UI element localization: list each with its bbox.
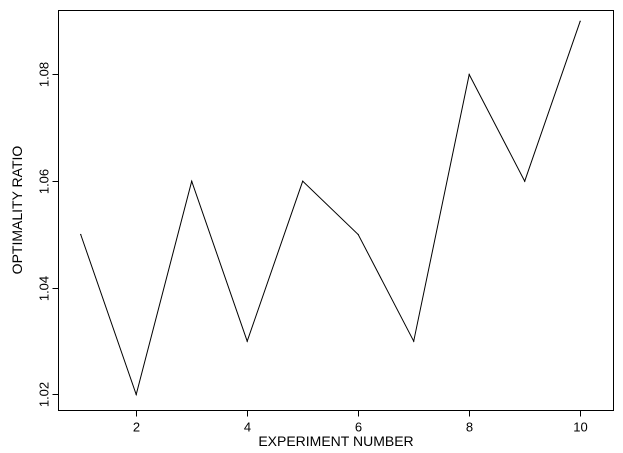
x-tick-label: 10	[573, 420, 587, 435]
x-tick-label: 2	[133, 420, 140, 435]
x-tick-label: 8	[466, 420, 473, 435]
y-tick-label: 1.02	[37, 382, 52, 407]
data-point	[135, 393, 137, 396]
series-line-1	[80, 21, 581, 397]
data-point	[357, 233, 359, 236]
data-point	[246, 340, 248, 342]
data-point	[524, 180, 526, 182]
data-point	[468, 73, 470, 76]
y-tick-label: 1.06	[37, 169, 52, 194]
y-axis: 1.02 1.04 1.06 1.08	[37, 62, 59, 407]
plot-frame	[58, 10, 614, 411]
x-axis-label: EXPERIMENT NUMBER	[258, 433, 413, 449]
y-tick-label: 1.04	[37, 276, 52, 301]
data-point	[413, 340, 415, 342]
series-layer	[80, 20, 581, 397]
data-point	[579, 20, 581, 22]
y-axis-label: OPTIMALITY RATIO	[9, 146, 25, 275]
y-tick-label: 1.08	[37, 62, 52, 87]
data-point	[80, 233, 82, 236]
x-tick-label: 4	[244, 420, 251, 435]
data-point	[302, 180, 304, 182]
data-point	[191, 180, 193, 182]
x-axis: 2 4 6 8 10	[133, 410, 588, 435]
x-tick-label: 6	[355, 420, 362, 435]
